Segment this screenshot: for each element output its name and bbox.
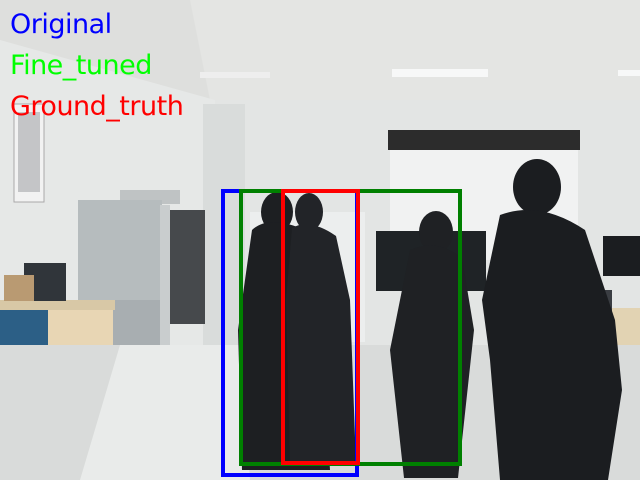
ceiling-light [618,70,640,76]
person-center-left [286,193,356,465]
wall-poster-detail [18,112,40,192]
legend-ground-truth: Ground_truth [10,91,184,122]
person-center-right [390,211,474,478]
projector-housing [388,130,580,150]
legend-original: Original [10,9,112,40]
wall-tv [603,236,640,276]
person-right [482,159,622,480]
desk-top [0,300,115,310]
legend-fine-tuned: Fine_tuned [10,50,152,81]
ceiling-light [200,72,270,78]
rack-side [160,205,170,345]
ground-truth-bounding-box [281,189,360,465]
wall-poster [13,103,45,203]
dark-rack [165,210,205,324]
floor-reflection [80,345,250,480]
metal-cabinet [78,200,162,300]
ceiling-light [392,69,488,77]
desk-items [4,275,34,301]
legend: Original Fine_tuned Ground_truth [10,4,184,127]
ceiling-far [190,0,640,100]
